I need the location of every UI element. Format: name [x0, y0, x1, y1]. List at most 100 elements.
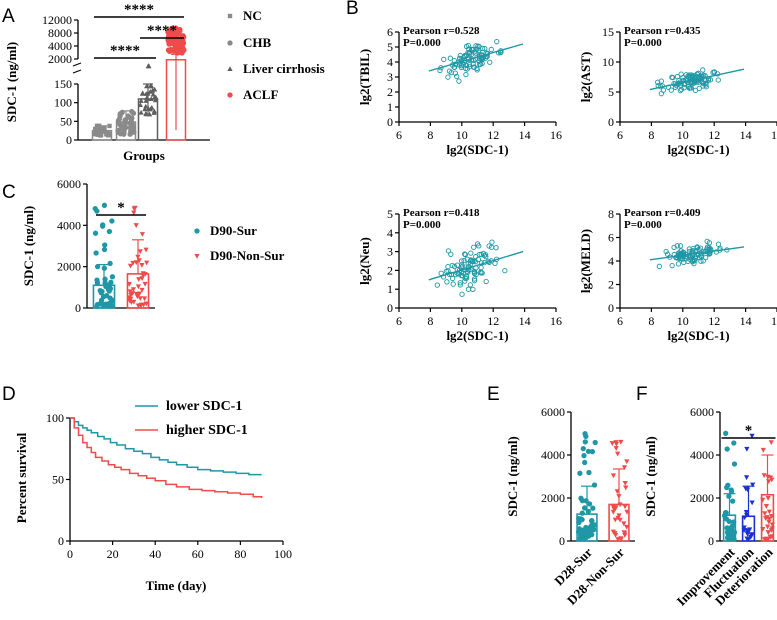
y-tick-label: 5: [387, 207, 393, 221]
data-point: [464, 256, 470, 262]
regression-line: [428, 43, 524, 72]
y-tick-label: 0: [58, 534, 64, 548]
data-point: [610, 529, 617, 535]
data-point: [710, 69, 716, 76]
data-point: [461, 57, 468, 63]
data-point: [624, 524, 630, 530]
data-point: [622, 504, 628, 510]
data-point: [452, 70, 458, 76]
data-point: [703, 84, 709, 90]
data-point: [763, 536, 769, 542]
data-point: [453, 271, 459, 278]
data-point: [686, 83, 692, 89]
data-point: [655, 82, 661, 89]
data-point: [671, 244, 677, 250]
y-tick-label: 6000: [690, 405, 714, 419]
panel-letter-b: B: [346, 0, 359, 19]
data-point: [104, 292, 110, 299]
legend-label: CHB: [243, 35, 272, 50]
data-point: [477, 61, 484, 67]
panel-letter-a: A: [2, 6, 15, 27]
data-point: [456, 78, 462, 84]
significance-label: ****: [124, 2, 154, 18]
data-point: [731, 461, 738, 467]
significance-label: ****: [110, 43, 140, 59]
y-tick-label: 4000: [48, 39, 72, 53]
pearson-r-text: Pearson r=0.409: [624, 207, 701, 219]
data-point: [98, 133, 103, 138]
data-point: [750, 482, 756, 488]
data-point: [689, 251, 695, 257]
panel-b-scatter-ast: 0 5 10 15 6 8 10 12 14 16 lg2(AST) lg2(SDC-1) Pearso…: [578, 25, 777, 157]
data-point: [92, 230, 99, 236]
data-point: [108, 279, 114, 285]
data-point: [724, 446, 730, 452]
y-tick-label: 0: [559, 534, 565, 548]
data-point: [105, 131, 111, 136]
data-point: [441, 56, 447, 63]
legend-marker: [227, 92, 233, 98]
x-tick-label: 80: [234, 547, 246, 561]
data-point: [142, 272, 148, 277]
y-tick-label: 5: [387, 40, 393, 54]
data-point: [459, 273, 466, 279]
data-point: [107, 260, 113, 267]
data-point: [613, 505, 619, 511]
data-point: [471, 64, 477, 70]
data-point: [762, 511, 768, 517]
data-point: [761, 473, 767, 478]
data-point: [724, 247, 730, 253]
data-point: [674, 243, 680, 249]
data-point: [585, 448, 592, 455]
data-point: [106, 228, 113, 235]
y-tick-label: 4000: [541, 448, 565, 462]
y-tick-label: 1: [387, 100, 393, 114]
data-point: [458, 258, 465, 264]
data-point: [445, 74, 451, 80]
data-point: [150, 91, 156, 97]
y-tick-label: 4: [387, 226, 393, 240]
data-point: [94, 263, 101, 270]
data-point: [460, 54, 466, 61]
data-point: [139, 276, 145, 282]
data-point: [763, 516, 769, 521]
y-tick-label: 15: [602, 25, 614, 39]
data-point: [449, 62, 456, 68]
data-point: [701, 249, 707, 255]
data-point: [765, 474, 771, 480]
data-point: [685, 258, 691, 265]
data-point: [669, 263, 675, 269]
legend-marker: [194, 254, 200, 259]
data-point: [486, 243, 492, 249]
data-point: [478, 251, 484, 257]
data-point: [95, 132, 100, 137]
data-point: [614, 489, 620, 495]
data-point: [102, 276, 108, 282]
legend-label: NC: [243, 8, 262, 23]
data-point: [437, 67, 443, 74]
data-point: [624, 459, 630, 465]
data-point: [109, 274, 116, 280]
data-point: [583, 531, 589, 537]
p-value-text: P=0.000: [403, 219, 441, 231]
y-tick-label: 6000: [57, 177, 81, 191]
legend-marker: [227, 66, 233, 71]
data-point: [582, 439, 588, 445]
data-point: [447, 55, 454, 61]
data-point: [748, 532, 754, 538]
data-point: [624, 509, 630, 515]
data-point: [177, 47, 183, 53]
data-point: [664, 251, 671, 257]
data-point: [139, 262, 145, 268]
data-point: [470, 61, 476, 67]
x-tick-label: 14: [740, 128, 752, 142]
data-point: [618, 536, 624, 542]
data-point: [99, 129, 105, 134]
data-point: [473, 265, 479, 271]
data-point: [576, 515, 582, 522]
data-point: [618, 439, 624, 445]
data-point: [479, 270, 485, 276]
data-point: [656, 263, 663, 269]
data-point: [489, 239, 495, 245]
